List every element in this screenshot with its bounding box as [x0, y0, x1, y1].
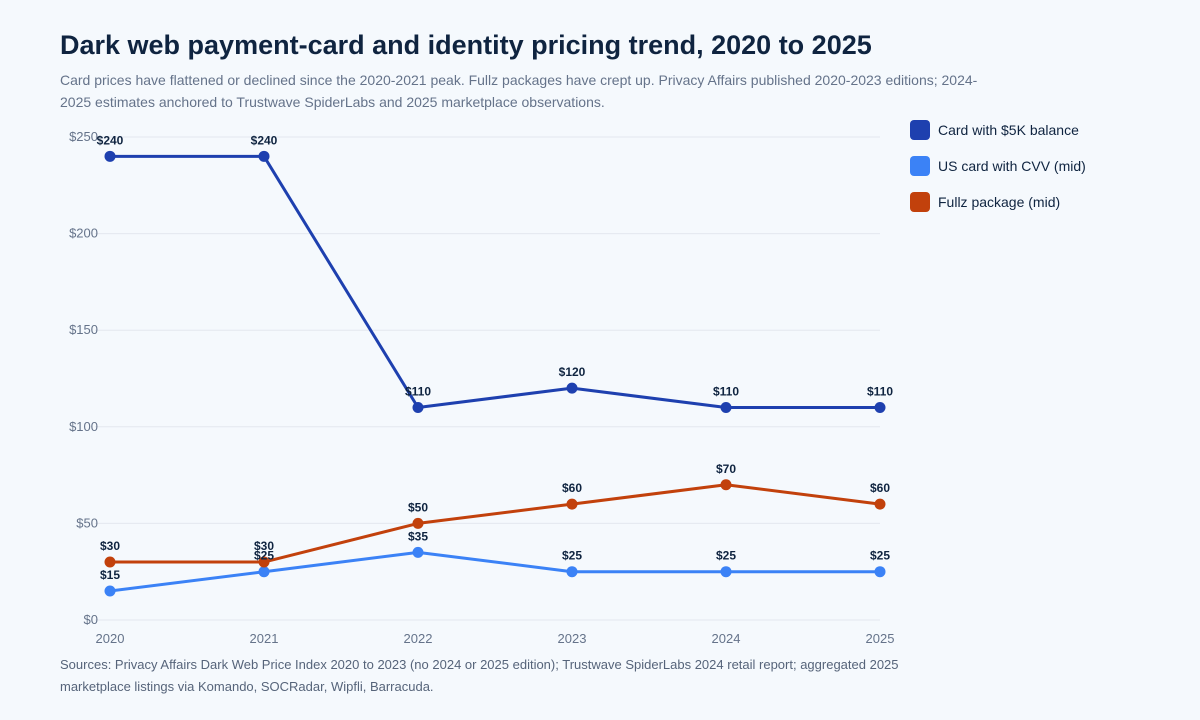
legend-item: Fullz package (mid) [910, 190, 1190, 214]
data-point [874, 566, 886, 578]
data-point [258, 556, 270, 568]
legend-swatch [910, 192, 930, 212]
data-labels: $240 $240$110$120$110 $110$15$25$35$25 $25 $… [97, 133, 894, 582]
data-point [412, 546, 424, 558]
legend-label: Fullz package (mid) [938, 194, 1061, 210]
data-label: $120 [559, 365, 586, 379]
data-label: $60 [562, 481, 582, 495]
legend-swatch [910, 156, 930, 176]
x-tick-label: 2021 [250, 631, 279, 646]
y-axis-ticks: $0 $50 $100 $150 $200 $250 [69, 129, 98, 627]
data-label: $25 [870, 549, 890, 563]
legend-label: US card with CVV (mid) [938, 158, 1086, 174]
x-tick-label: 2023 [558, 631, 587, 646]
data-point [104, 556, 116, 568]
series-points [104, 150, 886, 597]
series-line [108, 154, 882, 409]
x-axis-ticks: 2020 2021 2022 2023 2024 2025 [96, 631, 895, 646]
x-tick-label: 2024 [712, 631, 741, 646]
data-point [258, 150, 270, 162]
grid-lines [95, 136, 880, 621]
sources-note: Sources: Privacy Affairs Dark Web Price … [60, 657, 899, 694]
data-point [258, 566, 270, 578]
data-point [720, 479, 732, 491]
x-tick-label: 2025 [866, 631, 895, 646]
y-tick-label: $250 [69, 129, 98, 144]
legend-label: Card with $5K balance [938, 122, 1079, 138]
data-point [874, 401, 886, 413]
y-tick-label: $0 [84, 612, 98, 627]
legend-swatch [910, 120, 930, 140]
data-point [104, 585, 116, 597]
data-point [566, 382, 578, 394]
series-lines [108, 154, 882, 593]
x-tick-label: 2022 [404, 631, 433, 646]
y-tick-label: $200 [69, 226, 98, 241]
data-point [720, 401, 732, 413]
chart-subtitle: Card prices have flattened or declined s… [60, 72, 978, 110]
data-label: $240 [97, 133, 124, 147]
data-label: $70 [716, 462, 736, 476]
legend-item: Card with $5K balance [910, 118, 1190, 142]
data-point [566, 566, 578, 578]
series-line [108, 550, 882, 593]
data-label: $15 [100, 568, 120, 582]
legend-item: US card with CVV (mid) [910, 154, 1190, 178]
data-label: $50 [408, 500, 428, 514]
data-point [874, 498, 886, 510]
y-tick-label: $100 [69, 419, 98, 434]
y-tick-label: $50 [76, 515, 98, 530]
data-label: $110 [405, 384, 431, 398]
x-tick-label: 2020 [96, 631, 125, 646]
data-point [566, 498, 578, 510]
data-label: $240 [251, 133, 278, 147]
data-point [412, 517, 424, 529]
data-label: $25 [562, 549, 582, 563]
data-label: $60 [870, 481, 890, 495]
data-label: $25 [716, 549, 736, 563]
data-point [412, 401, 424, 413]
data-label: $110 [713, 384, 739, 398]
chart-legend: Card with $5K balance US card with CVV (m… [910, 118, 1190, 226]
data-label: $110 [867, 384, 893, 398]
data-label: $25 [254, 549, 274, 563]
chart-title: Dark web payment-card and identity prici… [60, 30, 872, 60]
data-label: $35 [408, 529, 428, 543]
data-label: $30 [254, 539, 274, 553]
y-tick-label: $150 [69, 322, 98, 337]
series-line [108, 483, 882, 564]
data-point [720, 566, 732, 578]
data-label: $30 [100, 539, 120, 553]
data-point [104, 150, 116, 162]
